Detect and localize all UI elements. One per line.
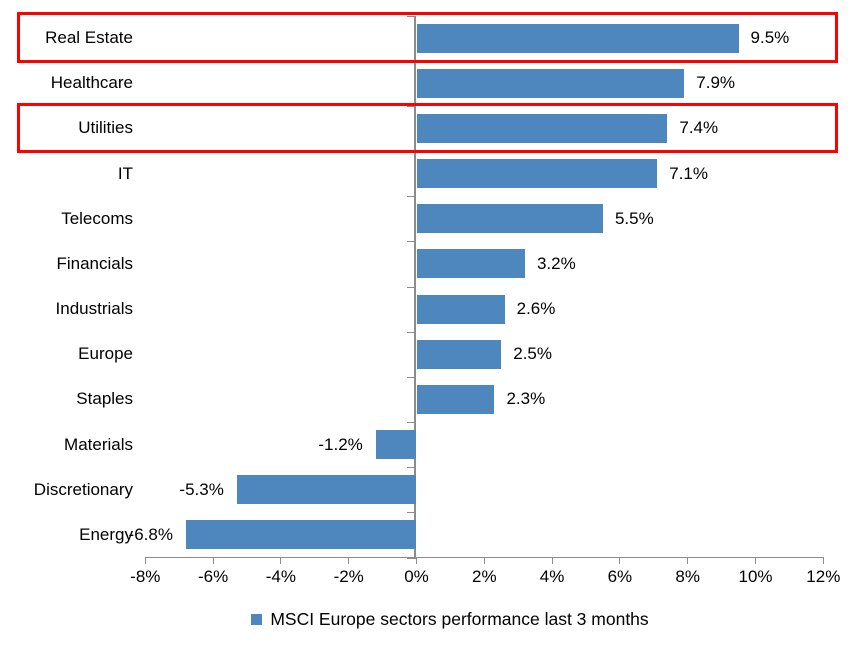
value-label-discretionary: -5.3% [179, 479, 224, 499]
x-axis-tick-mark [687, 557, 689, 564]
value-label-energy: -6.8% [128, 524, 173, 544]
x-axis-tick-mark [483, 557, 485, 564]
x-axis-tick-label: 10% [738, 567, 773, 586]
x-axis-tick-mark [348, 557, 350, 564]
value-label-utilities: 7.4% [679, 118, 719, 138]
value-label-financials: 3.2% [536, 253, 576, 273]
legend-inner: MSCI Europe sectors performance last 3 m… [251, 609, 649, 630]
x-axis-tick-label: 6% [607, 567, 633, 586]
category-tick-mark [407, 512, 416, 514]
category-label-energy: Energy [79, 524, 133, 544]
x-axis-tick-mark [144, 557, 146, 564]
x-axis-tick-label: -8% [130, 567, 161, 586]
category-tick-mark [407, 557, 416, 559]
category-tick-mark [407, 467, 416, 469]
x-axis-tick-label: -2% [333, 567, 364, 586]
bar-financials [416, 249, 525, 279]
category-label-real-estate: Real Estate [45, 28, 133, 48]
bar-staples [416, 384, 495, 414]
category-tick-mark [407, 196, 416, 198]
x-axis-tick-mark [416, 557, 417, 564]
bar-energy [185, 520, 417, 550]
category-tick-mark [407, 241, 416, 243]
category-label-utilities: Utilities [78, 118, 133, 138]
value-label-industrials: 2.6% [516, 299, 556, 319]
x-axis-tick-label: 0% [404, 567, 429, 586]
category-tick-mark [407, 331, 416, 333]
bar-healthcare [416, 68, 685, 98]
category-label-materials: Materials [64, 434, 133, 454]
category-tick-mark [407, 15, 416, 17]
category-tick-mark [407, 286, 416, 288]
value-label-real-estate: 9.5% [750, 28, 790, 48]
bar-real-estate [416, 23, 739, 53]
bar-europe [416, 339, 502, 369]
x-axis-tick-label: 2% [472, 567, 497, 586]
value-label-it: 7.1% [669, 163, 708, 183]
value-label-telecoms: 5.5% [614, 208, 654, 228]
category-tick-mark [407, 105, 416, 107]
value-label-staples: 2.3% [506, 389, 546, 409]
x-axis-tick-mark [755, 557, 756, 564]
x-axis-tick-mark [619, 557, 621, 564]
x-axis-tick-label: -6% [197, 567, 229, 586]
bar-it [416, 159, 658, 189]
category-label-financials: Financials [56, 253, 133, 273]
x-axis-tick-label: 12% [806, 567, 841, 586]
x-axis-tick-mark [212, 557, 214, 564]
category-label-telecoms: Telecoms [61, 208, 133, 228]
category-tick-mark [407, 422, 416, 424]
bar-industrials [416, 294, 505, 324]
x-axis-tick-label: 4% [539, 567, 565, 586]
category-label-staples: Staples [76, 389, 133, 409]
value-label-europe: 2.5% [513, 344, 552, 364]
bar-materials [375, 430, 417, 460]
legend: MSCI Europe sectors performance last 3 m… [0, 609, 852, 630]
category-label-healthcare: Healthcare [50, 73, 133, 93]
bar-discretionary [236, 475, 417, 505]
x-axis-tick-label: -4% [265, 567, 296, 586]
highlight-box-utilities [17, 102, 838, 154]
category-tick-mark [407, 376, 416, 378]
value-label-materials: -1.2% [318, 434, 363, 454]
x-axis-tick-mark [822, 557, 824, 564]
category-label-industrials: Industrials [55, 299, 133, 319]
value-label-healthcare: 7.9% [696, 73, 736, 93]
x-axis-tick-mark [551, 557, 553, 564]
highlight-box-real-estate [17, 12, 838, 63]
x-axis-tick-label: 8% [675, 567, 700, 586]
bar-utilities [416, 113, 668, 143]
legend-label: MSCI Europe sectors performance last 3 m… [270, 609, 649, 629]
x-axis-tick-mark [280, 557, 282, 564]
legend-marker-icon [251, 614, 263, 625]
category-label-discretionary: Discretionary [33, 479, 133, 499]
category-label-it: IT [117, 163, 133, 183]
category-label-europe: Europe [78, 344, 133, 364]
bar-telecoms [416, 204, 603, 234]
